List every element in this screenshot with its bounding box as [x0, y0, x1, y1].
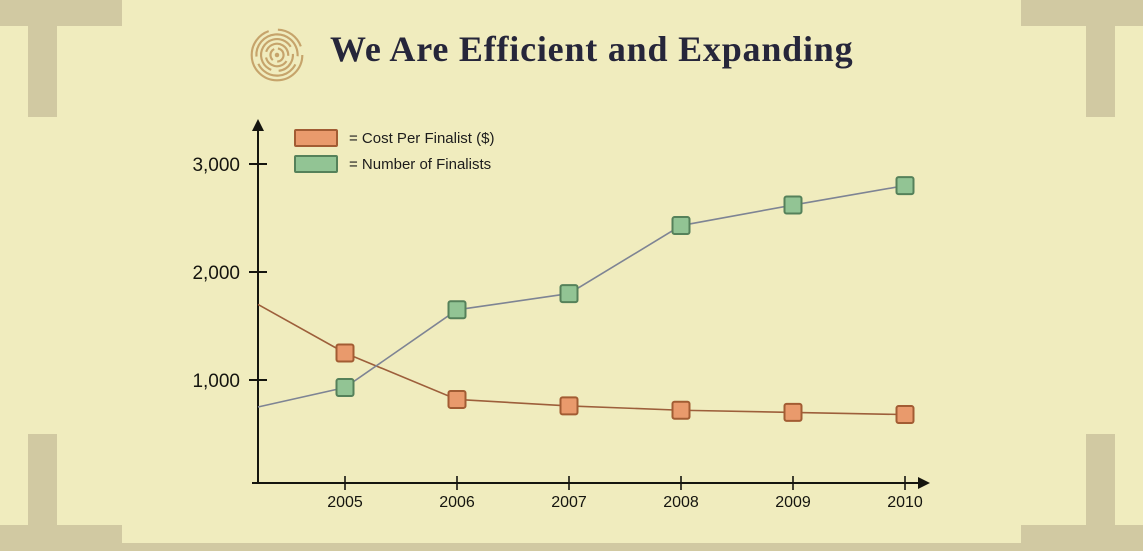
- x-tick-label: 2006: [439, 494, 475, 511]
- marker-cost-per-finalist--2008: [671, 400, 691, 420]
- legend-item-number-of-finalists: = Number of Finalists: [294, 155, 494, 173]
- marker-cost-per-finalist--2005: [335, 343, 355, 363]
- legend-item-cost-per-finalist: = Cost Per Finalist ($): [294, 129, 494, 147]
- marker-number-of-finalists-2007: [559, 284, 579, 304]
- marker-number-of-finalists-2008: [671, 216, 691, 236]
- x-tick-label: 2009: [775, 494, 811, 511]
- corner-decoration-top-right-vertical: [1086, 0, 1115, 117]
- marker-number-of-finalists-2006: [447, 300, 467, 320]
- legend-label-cost: = Cost Per Finalist ($): [349, 129, 495, 147]
- series-line-number-of-finalists: [257, 184, 906, 408]
- y-axis-arrow-icon: [252, 119, 264, 131]
- x-tick-label: 2007: [551, 494, 587, 511]
- x-axis-arrow-icon: [918, 477, 930, 489]
- legend-swatch-finalists-icon: [294, 155, 338, 173]
- corner-decoration-top-left-horizontal: [0, 0, 122, 26]
- marker-number-of-finalists-2009: [783, 195, 803, 215]
- corner-decoration-top-left-vertical: [28, 0, 57, 117]
- chart-legend: = Cost Per Finalist ($) = Number of Fina…: [294, 129, 494, 181]
- bottom-border-decoration: [0, 543, 1143, 551]
- corner-decoration-bottom-left-vertical: [28, 434, 57, 551]
- y-tick-label: 1,000: [192, 371, 240, 392]
- y-tick-label: 2,000: [192, 263, 240, 284]
- labyrinth-logo-icon: [246, 25, 308, 85]
- page-title: We Are Efficient and Expanding: [330, 29, 854, 69]
- corner-decoration-bottom-right-vertical: [1086, 434, 1115, 551]
- marker-number-of-finalists-2005: [335, 378, 355, 398]
- marker-cost-per-finalist--2006: [447, 389, 467, 409]
- marker-cost-per-finalist--2009: [783, 402, 803, 422]
- x-tick-label: 2005: [327, 494, 363, 511]
- x-tick-label: 2008: [663, 494, 699, 511]
- legend-swatch-cost-icon: [294, 129, 338, 147]
- series-line-cost-per-finalist-: [257, 303, 906, 416]
- corner-decoration-top-right-horizontal: [1021, 0, 1143, 26]
- marker-number-of-finalists-2010: [895, 176, 915, 196]
- legend-label-finalists: = Number of Finalists: [349, 155, 492, 173]
- x-tick-label: 2010: [887, 494, 923, 511]
- marker-cost-per-finalist--2007: [559, 396, 579, 416]
- y-tick-label: 3,000: [192, 155, 240, 176]
- marker-cost-per-finalist--2010: [895, 405, 915, 425]
